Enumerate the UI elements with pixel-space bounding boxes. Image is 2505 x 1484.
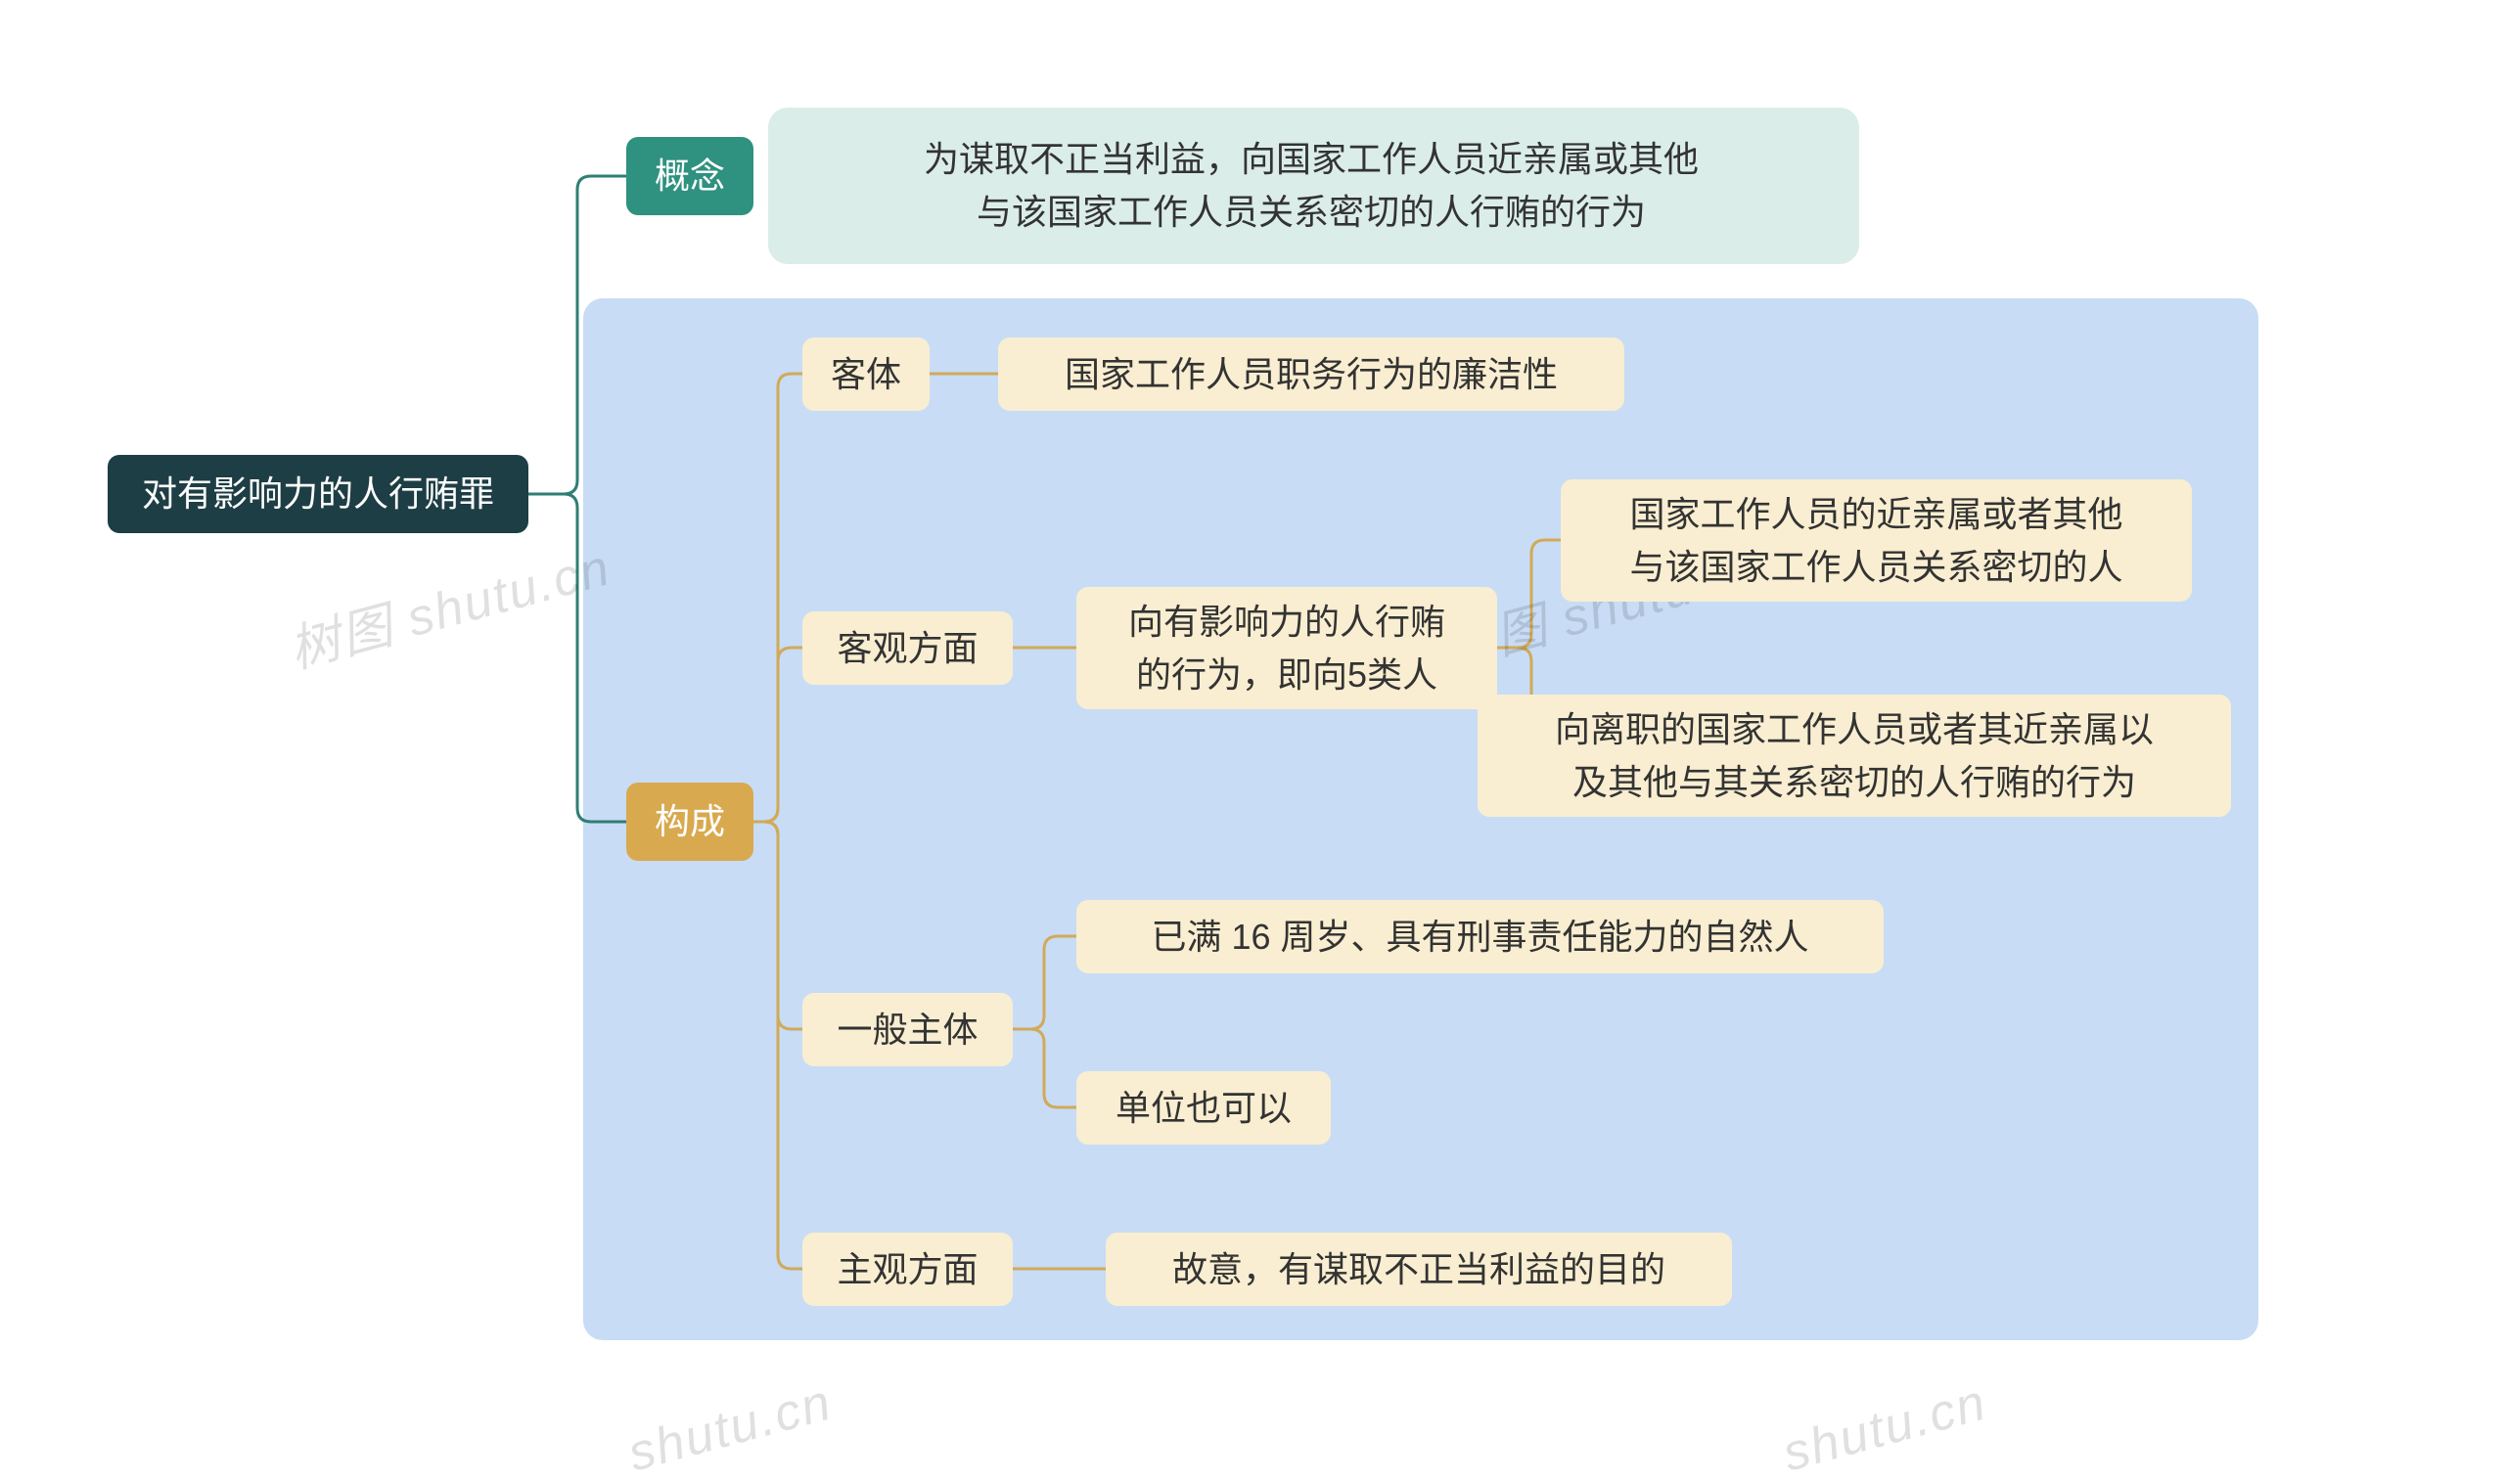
watermark: shutu.cn bbox=[622, 1373, 839, 1484]
node-subject: 一般主体 bbox=[802, 993, 1013, 1066]
node-subject-detail1: 已满 16 周岁、具有刑事责任能力的自然人 bbox=[1076, 900, 1884, 973]
node-objective-sub1: 国家工作人员的近亲属或者其他 与该国家工作人员关系密切的人 bbox=[1561, 479, 2192, 602]
watermark: 树图 shutu.cn bbox=[280, 526, 617, 683]
watermark: shutu.cn bbox=[1777, 1373, 1993, 1484]
node-objective-detail: 向有影响力的人行贿 的行为，即向5类人 bbox=[1076, 587, 1497, 709]
node-subject-detail2: 单位也可以 bbox=[1076, 1071, 1331, 1145]
node-root: 对有影响力的人行贿罪 bbox=[108, 455, 528, 533]
node-subjective-detail: 故意，有谋取不正当利益的目的 bbox=[1106, 1233, 1732, 1306]
node-concept-detail: 为谋取不正当利益，向国家工作人员近亲属或其他 与该国家工作人员关系密切的人行贿的… bbox=[802, 127, 1820, 245]
node-objective: 客观方面 bbox=[802, 611, 1013, 685]
node-object: 客体 bbox=[802, 337, 930, 411]
node-concept: 概念 bbox=[626, 137, 753, 215]
node-objective-sub2: 向离职的国家工作人员或者其近亲属以 及其他与其关系密切的人行贿的行为 bbox=[1478, 695, 2231, 817]
node-object-detail: 国家工作人员职务行为的廉洁性 bbox=[998, 337, 1624, 411]
panel-composition bbox=[583, 298, 2258, 1340]
node-composition: 构成 bbox=[626, 783, 753, 861]
node-subjective: 主观方面 bbox=[802, 1233, 1013, 1306]
